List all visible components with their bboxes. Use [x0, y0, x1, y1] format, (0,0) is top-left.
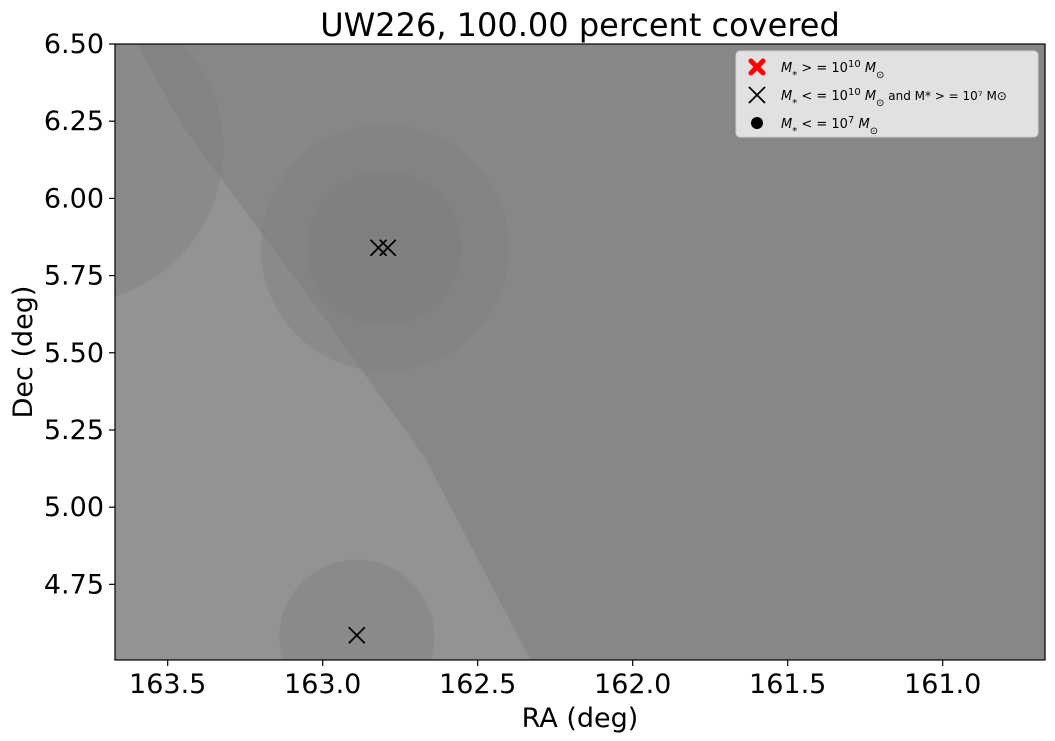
- x-tick-label: 161.5: [749, 669, 826, 700]
- legend-marker-high-mass: [748, 58, 766, 76]
- galaxy-marker: [369, 239, 388, 257]
- coverage-regions: [115, 44, 531, 660]
- x-tick-label: 163.0: [284, 669, 361, 700]
- coverage-circle: [279, 559, 435, 660]
- y-tick-label: 5.25: [44, 415, 104, 446]
- y-tick-label: 4.75: [44, 569, 104, 600]
- y-tick-label: 6.25: [44, 106, 104, 137]
- data-markers: [348, 239, 397, 644]
- y-tick-label: 5.50: [44, 338, 104, 369]
- galaxy-marker: [379, 239, 397, 257]
- y-tick-label: 6.50: [44, 29, 104, 60]
- legend: M* > = 1010 M⊙ M* < = 1010 M⊙ and M* > = …: [735, 50, 1039, 138]
- coverage-strip: [115, 44, 531, 660]
- y-tick-label: 6.00: [44, 183, 104, 214]
- y-axis-label: Dec (deg): [8, 286, 39, 419]
- x-tick-label: 163.5: [129, 669, 206, 700]
- coverage-circle: [307, 170, 463, 325]
- legend-marker-mid-mass: [748, 86, 766, 104]
- galaxy-marker: [348, 626, 366, 644]
- y-axis-ticks: 4.75 5.00 5.25 5.50 5.75 6.00 6.25 6.50: [44, 29, 115, 600]
- plot-frame: [114, 43, 1046, 661]
- x-tick-label: 162.0: [594, 669, 671, 700]
- legend-label: M* < = 107 M⊙: [781, 115, 878, 137]
- x-tick-label: 162.5: [439, 669, 516, 700]
- x-tick-label: 161.0: [904, 669, 981, 700]
- coverage-circle: [260, 124, 509, 372]
- chart-title: UW226, 100.00 percent covered: [320, 6, 840, 44]
- legend-box: [735, 50, 1039, 138]
- legend-label: M* > = 1010 M⊙: [781, 59, 884, 81]
- coverage-circle: [115, 44, 224, 297]
- legend-label: M* < = 1010 M⊙ and M* > = 10⁷ M⊙: [781, 87, 1007, 109]
- x-axis-label: RA (deg): [522, 703, 639, 734]
- plot-area: [114, 43, 1046, 661]
- legend-marker-low-mass: [751, 117, 763, 129]
- y-tick-label: 5.00: [44, 492, 104, 523]
- x-axis-ticks: 163.5 163.0 162.5 162.0 161.5 161.0: [129, 660, 981, 700]
- y-tick-label: 5.75: [44, 261, 104, 292]
